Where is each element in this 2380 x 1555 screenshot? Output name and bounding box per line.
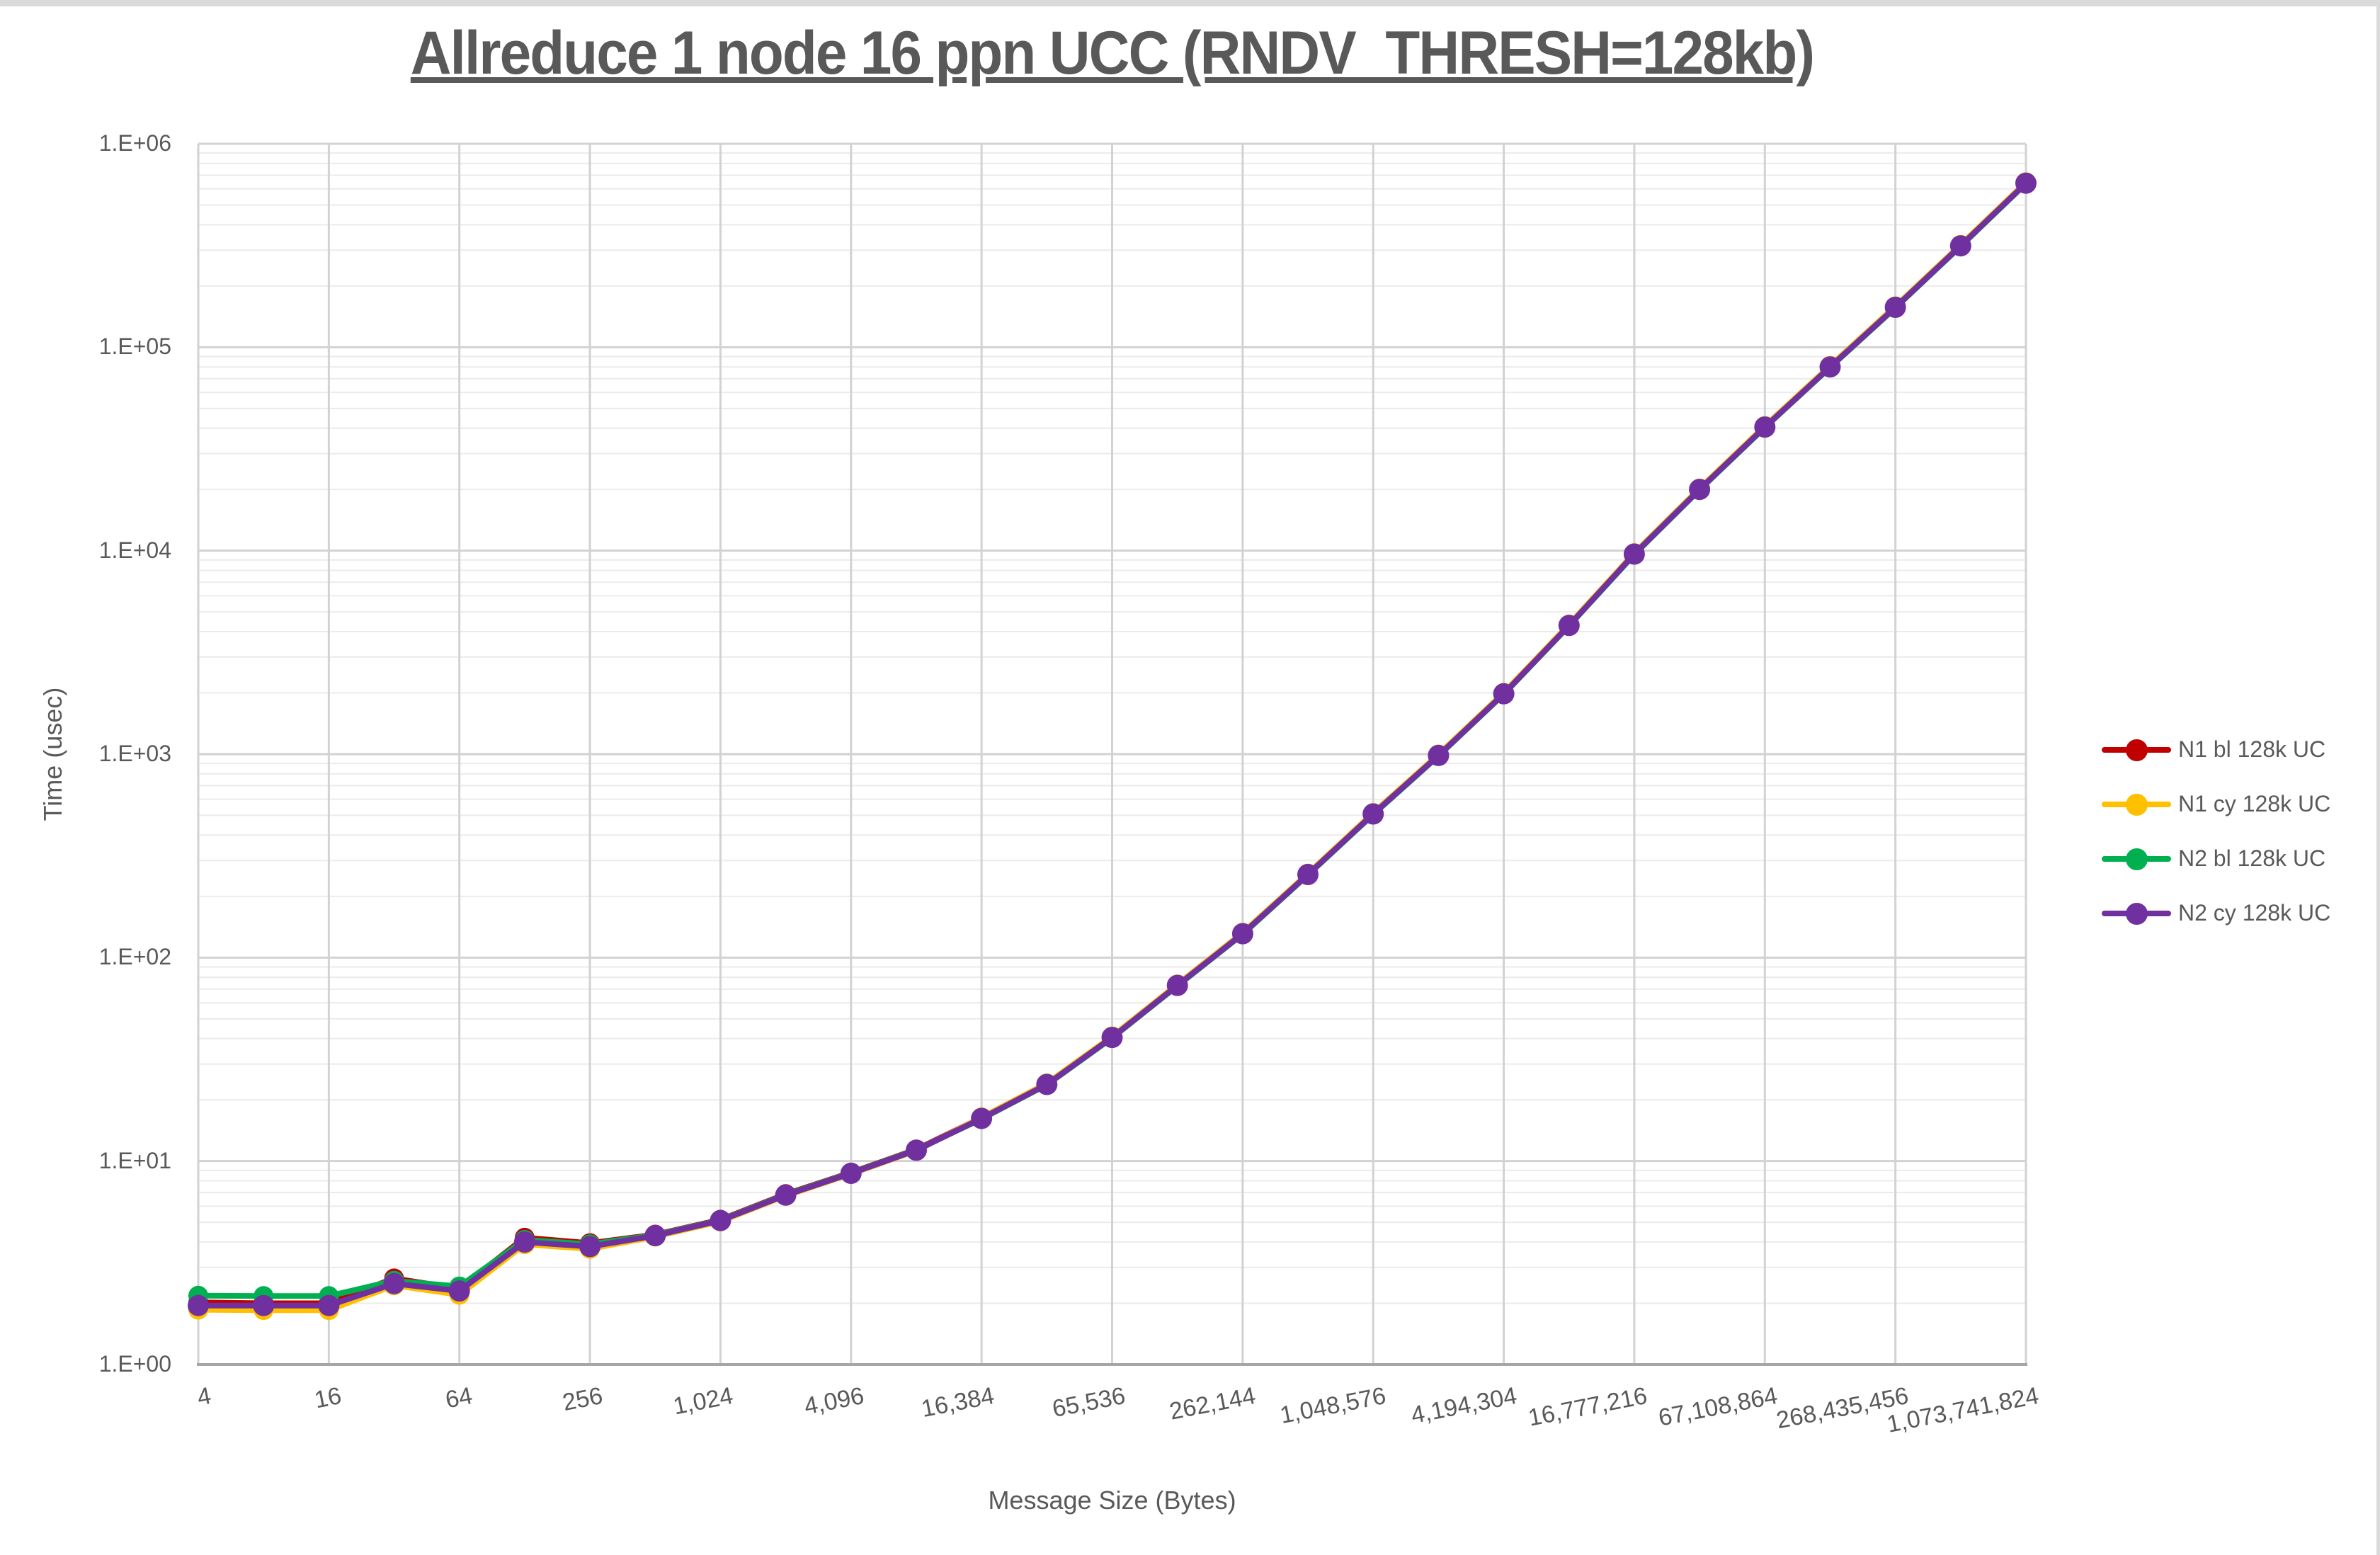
data-point-n2-cy-128k-uc: [318, 1294, 340, 1316]
data-point-n2-cy-128k-uc: [775, 1184, 797, 1206]
y-tick-label: 1.E+03: [98, 741, 171, 766]
data-point-n2-cy-128k-uc: [710, 1209, 731, 1231]
data-point-n2-cy-128k-uc: [1166, 974, 1188, 996]
data-point-n2-cy-128k-uc: [513, 1231, 535, 1253]
data-point-n2-cy-128k-uc: [188, 1294, 209, 1316]
legend-line-marker-icon: [2102, 902, 2171, 925]
y-tick-label: 1.E+04: [98, 537, 171, 563]
legend-item: N1 cy 128k UC: [2102, 777, 2330, 831]
y-tick-label: 1.E+00: [98, 1351, 171, 1377]
legend-item: N1 bl 128k UC: [2102, 722, 2330, 777]
data-point-n2-cy-128k-uc: [579, 1236, 601, 1258]
data-point-n2-cy-128k-uc: [1689, 479, 1711, 501]
data-point-n2-cy-128k-uc: [1362, 803, 1384, 825]
data-point-n2-cy-128k-uc: [1884, 297, 1906, 318]
data-point-n2-cy-128k-uc: [1558, 615, 1580, 637]
legend: N1 bl 128k UC N1 cy 128k UC N2 bl 128k UC N…: [2102, 722, 2330, 940]
legend-item: N2 bl 128k UC: [2102, 831, 2330, 886]
legend-item: N2 cy 128k UC: [2102, 886, 2330, 940]
data-point-n2-cy-128k-uc: [1754, 416, 1776, 438]
data-point-n2-cy-128k-uc: [383, 1272, 405, 1294]
y-tick-label: 1.E+01: [98, 1147, 171, 1173]
data-point-n2-cy-128k-uc: [1623, 543, 1645, 565]
data-point-n2-cy-128k-uc: [1101, 1027, 1123, 1049]
data-point-n2-cy-128k-uc: [1297, 864, 1319, 885]
window-right-border: [2376, 0, 2380, 1555]
data-point-n2-cy-128k-uc: [448, 1280, 470, 1302]
data-point-n2-cy-128k-uc: [971, 1107, 993, 1129]
data-point-n2-cy-128k-uc: [1428, 744, 1450, 766]
legend-label: N1 bl 128k UC: [2178, 736, 2326, 762]
legend-label: N2 cy 128k UC: [2178, 900, 2331, 925]
window-top-border: [0, 0, 2380, 6]
legend-line-marker-icon: [2102, 793, 2171, 816]
legend-label: N1 cy 128k UC: [2178, 791, 2331, 816]
data-point-n2-cy-128k-uc: [1949, 235, 1971, 257]
data-point-n2-cy-128k-uc: [1036, 1073, 1058, 1095]
data-point-n2-cy-128k-uc: [840, 1163, 862, 1184]
data-point-n2-cy-128k-uc: [253, 1294, 275, 1316]
data-point-n2-cy-128k-uc: [2015, 172, 2037, 194]
data-point-n2-cy-128k-uc: [1819, 356, 1841, 378]
data-point-n2-cy-128k-uc: [1231, 923, 1253, 945]
y-tick-label: 1.E+06: [98, 130, 171, 156]
y-tick-label: 1.E+05: [98, 334, 171, 360]
legend-line-marker-icon: [2102, 848, 2171, 870]
chart-title: Allreduce 1 node 16 ppn UCC (RNDV_THRESH…: [410, 19, 1815, 87]
y-tick-label: 1.E+02: [98, 944, 171, 970]
legend-line-marker-icon: [2102, 739, 2171, 761]
data-point-n2-cy-128k-uc: [906, 1139, 927, 1161]
data-point-n2-cy-128k-uc: [1493, 683, 1515, 705]
x-axis-title: Message Size (Bytes): [988, 1486, 1236, 1515]
data-point-n2-cy-128k-uc: [644, 1225, 666, 1246]
legend-label: N2 bl 128k UC: [2178, 845, 2326, 871]
